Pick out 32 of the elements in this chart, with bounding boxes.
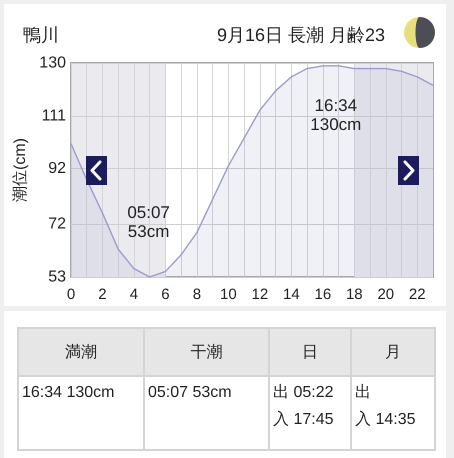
- x-tick-label: 14: [283, 286, 300, 303]
- y-tick-label: 53: [48, 268, 66, 286]
- x-tick-label: 20: [377, 286, 394, 303]
- category-label: 日: [269, 328, 351, 376]
- y-tick-label: 130: [39, 54, 66, 72]
- category-label: 満潮: [18, 328, 144, 376]
- y-axis-title: 潮位(cm): [10, 138, 29, 202]
- x-tick-label: 10: [220, 286, 237, 303]
- x-tick-label: 18: [346, 286, 363, 303]
- text: 出 05:22: [273, 382, 334, 403]
- chart-title: 鴨川: [23, 25, 59, 45]
- text: 05:07 53cm: [148, 383, 233, 403]
- x-tick-label: 6: [161, 286, 170, 303]
- annotation: 05:07 53cm: [127, 203, 170, 241]
- x-tick-label: 22: [408, 286, 426, 303]
- x-tick-label: 2: [98, 286, 107, 303]
- category-label: 月: [351, 328, 435, 376]
- chart-subtitle: 9月16日 長潮 月齢23: [216, 25, 386, 45]
- text: 入 14:35: [355, 410, 416, 430]
- annotation: 16:34 130cm: [310, 96, 362, 134]
- y-tick-label: 111: [42, 107, 66, 124]
- text: 16:34 130cm: [22, 383, 116, 403]
- x-tick-label: 16: [314, 286, 332, 303]
- y-tick-label: 72: [48, 216, 66, 233]
- text: 入 17:45: [273, 410, 334, 430]
- x-tick-label: 0: [66, 286, 76, 303]
- text: 出: [355, 382, 372, 403]
- x-tick-label: 8: [192, 286, 202, 303]
- y-tick-label: 92: [48, 160, 66, 178]
- category-label: 干潮: [144, 328, 269, 376]
- x-tick-label: 4: [130, 286, 138, 303]
- x-tick-label: 12: [252, 286, 268, 303]
